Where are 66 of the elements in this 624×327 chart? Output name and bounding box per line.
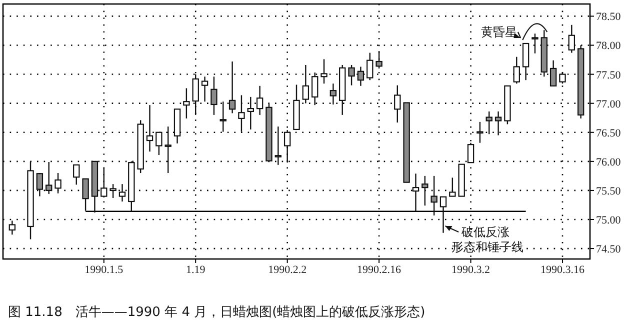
candlestick: [559, 71, 566, 84]
candlestick: [412, 173, 420, 212]
candlestick: [210, 76, 218, 116]
candlestick: [164, 126, 172, 174]
candlestick: [100, 168, 108, 198]
candlestick: [256, 85, 264, 116]
candlestick: [311, 72, 318, 106]
candlestick: [46, 161, 52, 195]
candlestick: [513, 56, 520, 84]
x-tick-label: 1990.1.5: [84, 264, 124, 276]
candlestick: [486, 110, 492, 135]
y-tick-label: 77.50: [596, 69, 622, 82]
candlestick: [440, 196, 447, 234]
annotation: 形态和锤子线: [451, 240, 524, 254]
x-tick-label: 1990.2.2: [268, 264, 307, 276]
candlestick: [110, 183, 116, 199]
candlestick: [192, 74, 199, 116]
candlestick: [238, 94, 245, 132]
candlestick: [422, 175, 428, 206]
y-tick-label: 77.00: [596, 98, 622, 110]
y-tick-label: 75.00: [596, 214, 622, 226]
candlestick: [320, 58, 328, 84]
candlestick: [284, 129, 291, 164]
candlestick: [220, 100, 226, 132]
y-tick-label: 74.50: [596, 244, 622, 256]
candlestick: [348, 64, 355, 86]
candlestick: [550, 60, 557, 86]
annotation: 黄昏星: [480, 25, 517, 39]
candlestick: [394, 84, 401, 124]
candlestick: [201, 76, 208, 102]
candlestick: [228, 60, 236, 114]
candlestick: [476, 121, 484, 144]
candlestick: [522, 42, 530, 81]
candlestick: [357, 66, 364, 86]
candlestick: [146, 104, 154, 152]
candlestick: [183, 88, 190, 120]
y-tick-label: 78.50: [596, 11, 622, 24]
candlestick: [54, 172, 62, 194]
y-tick-label: 78.00: [596, 40, 622, 52]
x-tick-label: 1990.2.16: [357, 264, 402, 276]
candlestick: [532, 33, 538, 54]
candlestick: [568, 24, 576, 54]
candlestick: [494, 110, 502, 136]
candlestick: [366, 52, 374, 81]
y-tick-label: 75.50: [596, 185, 622, 198]
candlestick: [36, 172, 44, 197]
annotation: 破低反涨: [460, 225, 510, 239]
candlestick: [247, 96, 254, 130]
candlestick: [449, 177, 456, 197]
x-tick-label: 1990.3.16: [540, 264, 585, 276]
candlestick: [8, 220, 16, 236]
candlestick: [118, 183, 126, 202]
y-tick-label: 76.00: [596, 156, 622, 168]
y-tick-label: 76.50: [596, 127, 622, 140]
text: 图 11.18 活牛——1990 年 4 月，日蜡烛图(蜡烛图上的破低反涨形态): [8, 305, 426, 320]
candlestick: [376, 50, 382, 70]
candlestick: [430, 175, 438, 216]
candlestick: [73, 164, 80, 186]
x-tick-label: 1.19: [186, 264, 206, 276]
candlestick: [156, 132, 162, 156]
x-tick-label: 1990.3.2: [452, 264, 490, 276]
candlestick: [82, 178, 89, 212]
candlestick: [467, 142, 474, 164]
candlestick: [274, 126, 282, 166]
candlestick: [302, 64, 310, 104]
candlestick: [330, 82, 337, 106]
